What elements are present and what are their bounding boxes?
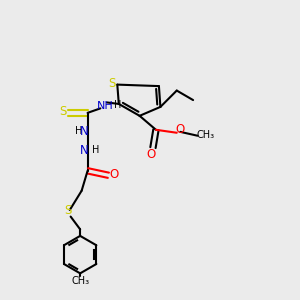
Text: O: O bbox=[109, 168, 119, 181]
Text: S: S bbox=[59, 106, 67, 118]
Text: N: N bbox=[80, 125, 89, 138]
Text: O: O bbox=[146, 148, 155, 161]
Text: O: O bbox=[175, 123, 184, 136]
Text: H: H bbox=[75, 126, 82, 136]
Text: N: N bbox=[80, 144, 89, 158]
Text: H: H bbox=[114, 100, 121, 110]
Text: NH: NH bbox=[97, 101, 114, 111]
Text: S: S bbox=[108, 77, 116, 90]
Text: CH₃: CH₃ bbox=[71, 276, 89, 286]
Text: S: S bbox=[64, 204, 72, 218]
Text: CH₃: CH₃ bbox=[197, 130, 215, 140]
Text: H: H bbox=[92, 145, 100, 155]
